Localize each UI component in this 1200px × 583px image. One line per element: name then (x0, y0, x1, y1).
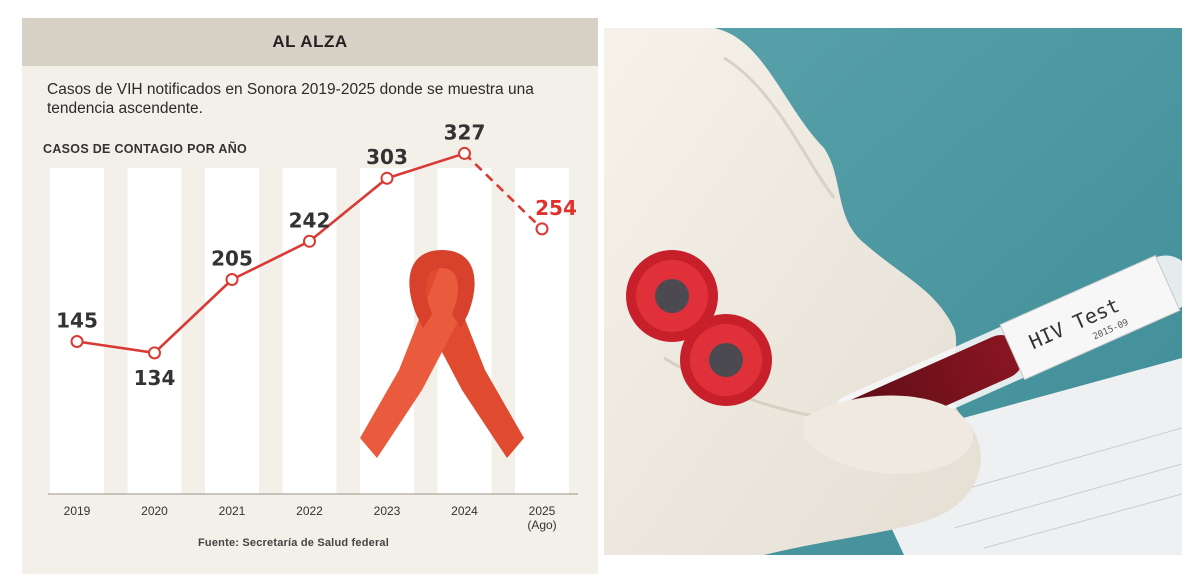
column-band (282, 168, 337, 494)
x-tick-label: 2022 (296, 504, 323, 518)
data-label: 134 (134, 366, 176, 390)
banner-title: AL ALZA (22, 18, 598, 66)
tube-label (999, 254, 1181, 381)
aids-ribbon-icon (360, 250, 524, 458)
source-note: Fuente: Secretaría de Salud federal (198, 537, 390, 549)
x-tick-label: 2021 (219, 504, 246, 518)
infographic-panel: AL ALZA Casos de VIH notificados en Sono… (22, 18, 598, 574)
x-tick-label: 2019 (64, 504, 91, 518)
x-tick-label: 2020 (141, 504, 168, 518)
data-point (380, 171, 394, 185)
chart-title: CASOS DE CONTAGIO POR AÑO (43, 142, 248, 156)
red-cap-2 (680, 314, 772, 406)
x-tick-label: 2023 (374, 504, 401, 518)
column-band (205, 168, 259, 494)
data-label: 242 (289, 208, 331, 232)
data-point (458, 146, 471, 160)
column-band (515, 168, 569, 494)
data-label: 303 (366, 145, 408, 169)
data-point (225, 273, 239, 286)
x-tick-label: 2024 (451, 504, 478, 518)
x-tick-note: (Ago) (527, 518, 556, 532)
red-cap-1 (626, 250, 718, 342)
column-band (127, 168, 182, 494)
data-label: 145 (56, 309, 98, 333)
data-point (535, 222, 549, 236)
line-segment (231, 240, 311, 281)
data-point (70, 335, 84, 348)
data-label: 327 (444, 120, 486, 144)
chart-subtitle: Casos de VIH notificados en Sonora 2019-… (47, 81, 534, 117)
line-chart: 145 134 205 242 303 327 254 2019 2020 2021 2022 20… (48, 120, 578, 532)
data-point (148, 346, 161, 360)
line-segment (386, 152, 465, 180)
column-band (50, 168, 104, 494)
data-point (303, 234, 316, 248)
data-label: 254 (535, 196, 577, 220)
line-segment (153, 278, 233, 354)
line-segment-dashed (463, 152, 543, 230)
line-segment (76, 340, 155, 355)
hiv-test-photo: HIV Test 2015-09 (604, 28, 1182, 555)
data-label: 205 (211, 247, 253, 271)
line-segment (308, 177, 388, 243)
x-tick-label: 2025 (529, 504, 556, 518)
